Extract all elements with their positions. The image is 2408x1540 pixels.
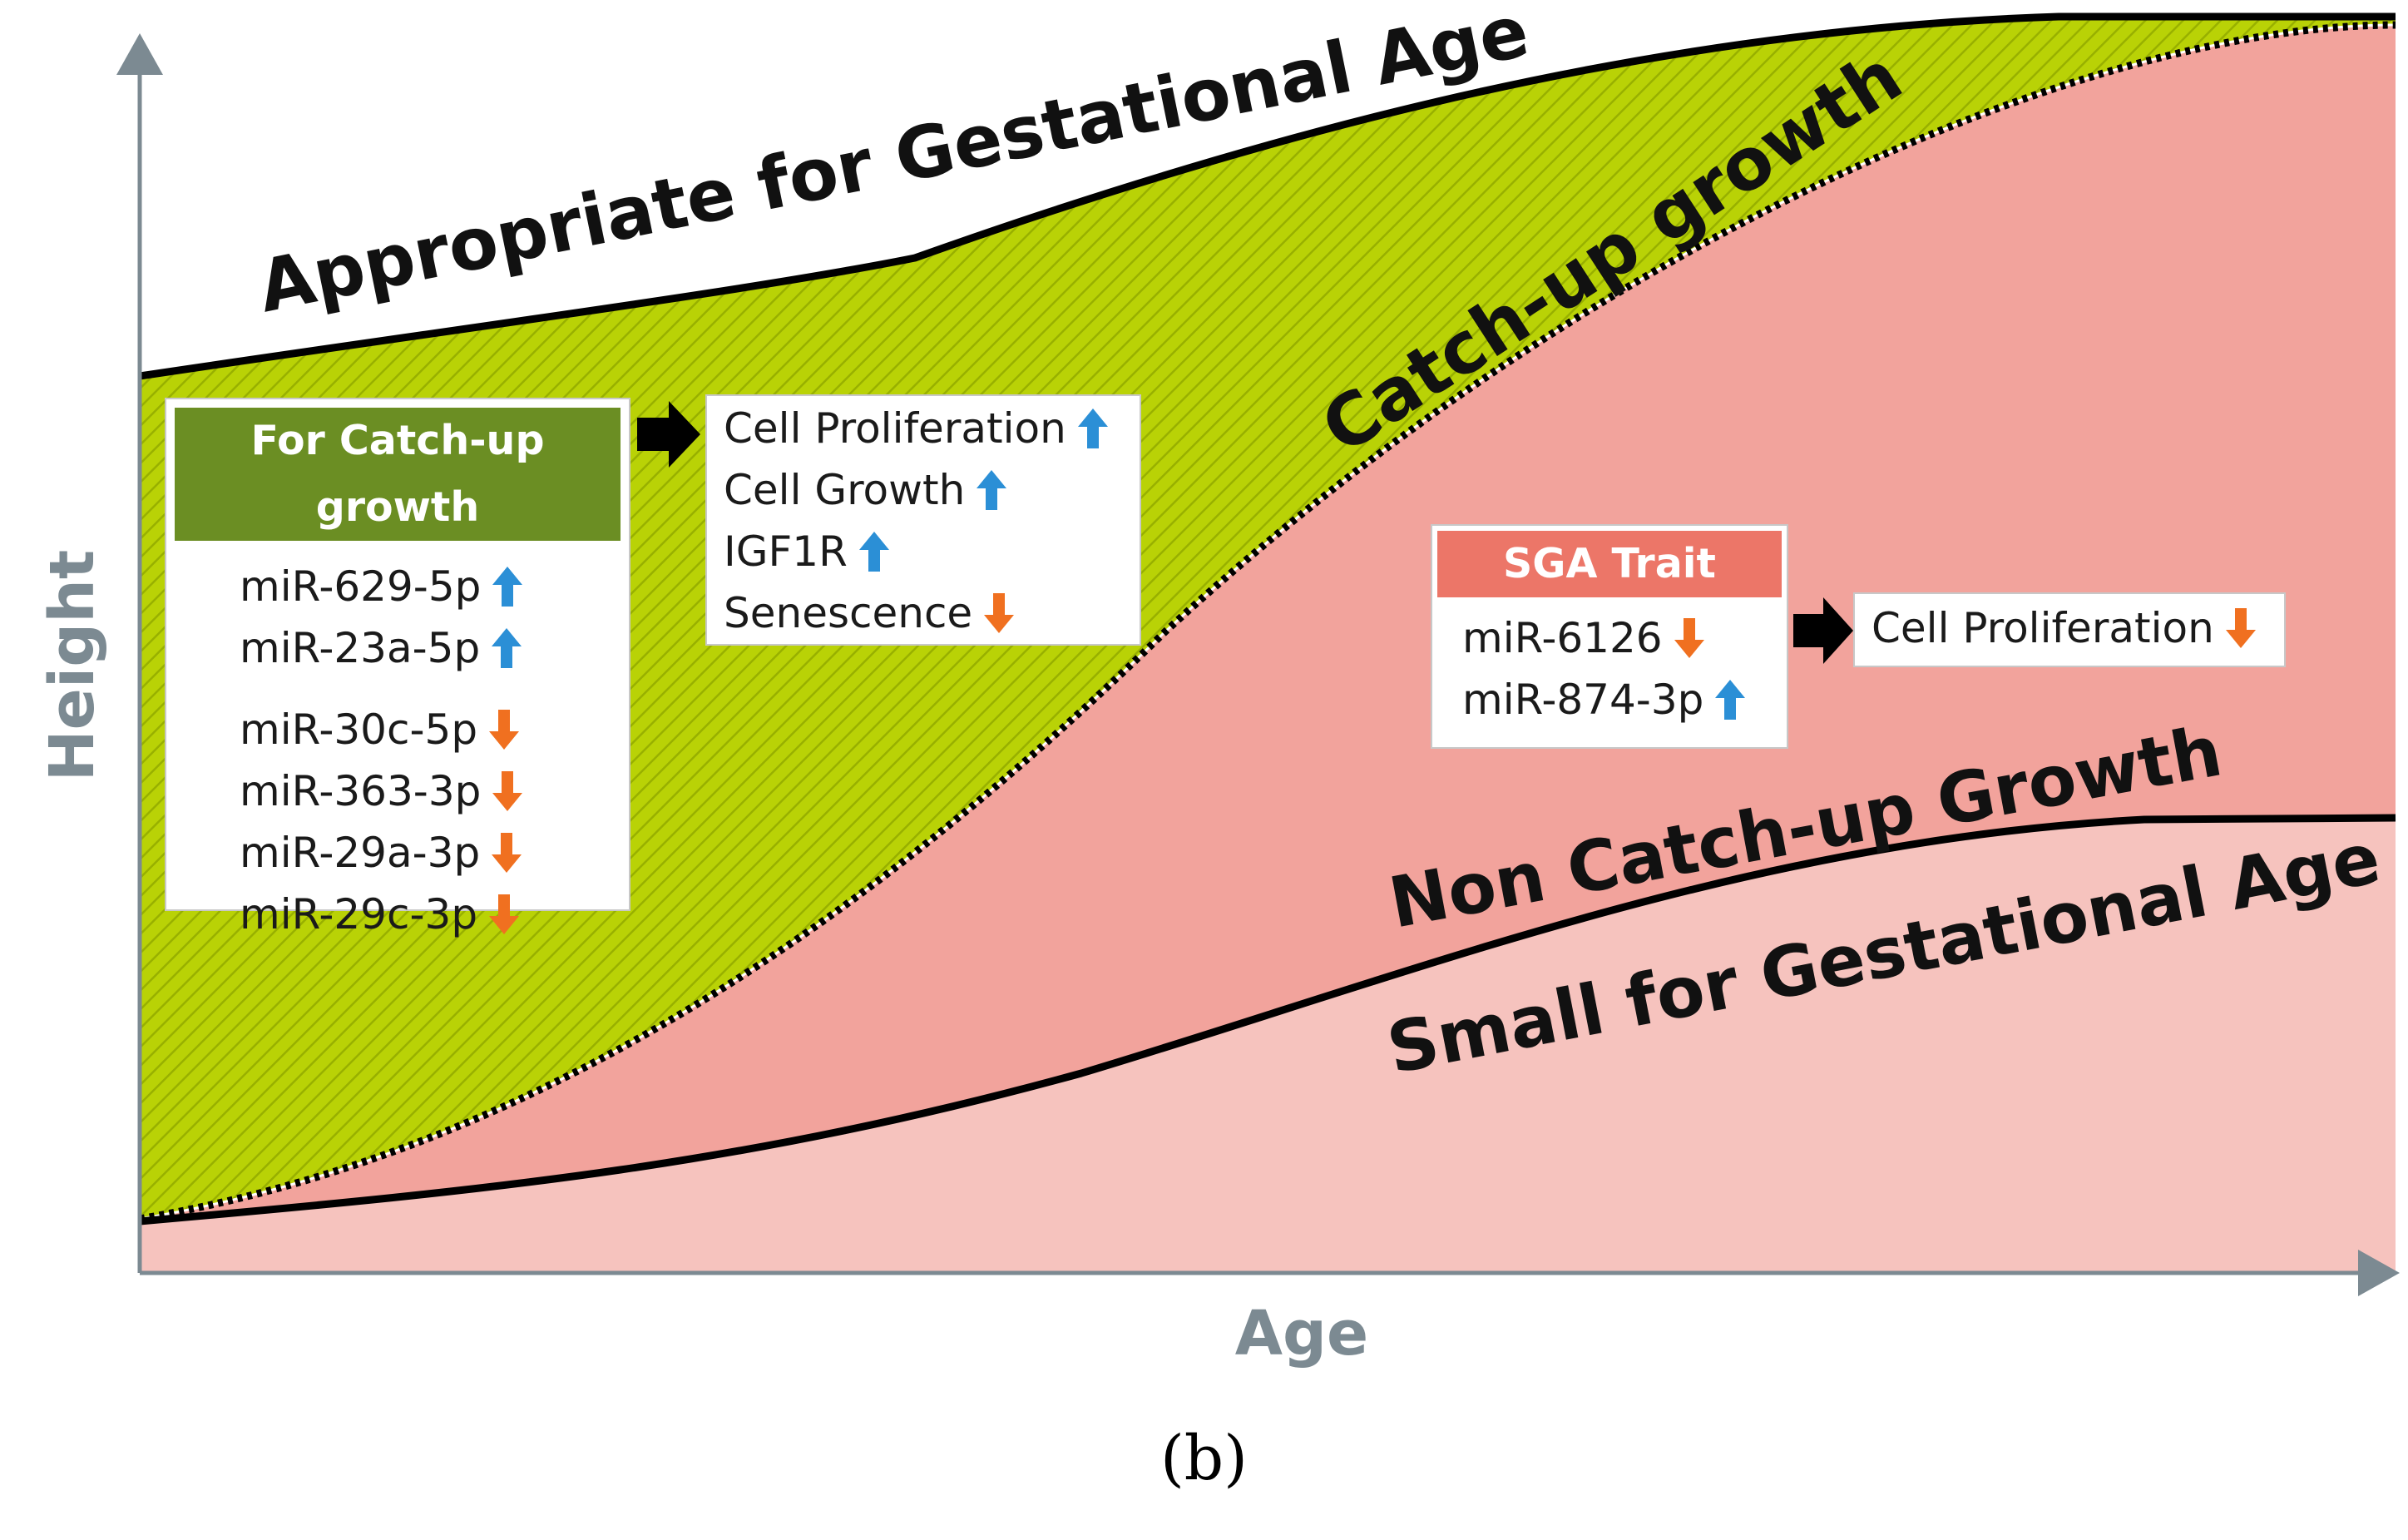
sga-mirna-list: miR-6126 miR-874-3p: [1432, 597, 1787, 730]
list-item: miR-6126: [1462, 607, 1787, 669]
aga-curve: [139, 12, 2396, 380]
sga-curve: [139, 814, 2396, 1226]
item-label: IGF1R: [724, 527, 848, 576]
arrow-down-icon: [1673, 616, 1706, 660]
arrow-up-icon: [490, 626, 523, 670]
catchup-boundary: [139, 21, 2396, 1223]
catchup-box-title: For Catch-up growth: [175, 408, 621, 541]
list-item: Senescence: [724, 582, 1140, 644]
item-label: miR-6126: [1462, 614, 1663, 662]
list-item: Cell Proliferation: [724, 398, 1140, 459]
arrow-down-icon: [982, 592, 1016, 635]
list-item: miR-29c-3p: [240, 884, 629, 945]
catchup-effects-box: Cell Proliferation Cell Growth IGF1R Senesc…: [705, 394, 1141, 646]
item-label: miR-30c-5p: [240, 706, 478, 754]
sga-effect-box: Cell Proliferation: [1853, 592, 2286, 667]
sga-box-title: SGA Trait: [1437, 531, 1782, 597]
figure-caption: (b): [1159, 1423, 1249, 1494]
arrow-down-icon: [487, 708, 521, 751]
catchup-region: [140, 17, 2396, 1219]
arrow-up-icon: [1713, 678, 1747, 721]
list-item: miR-30c-5p: [240, 699, 629, 760]
catchup-mirna-list: miR-629-5p miR-23a-5p miR-30c-5p miR-363-3p…: [166, 541, 629, 945]
sga-effect-list: Cell Proliferation: [1855, 594, 2284, 659]
arrow-down-icon: [491, 770, 524, 813]
list-item: miR-629-5p: [240, 556, 629, 617]
arrow-up-icon: [975, 468, 1008, 512]
arrow-down-icon: [487, 893, 521, 936]
catchup-effects-list: Cell Proliferation Cell Growth IGF1R Senesc…: [707, 396, 1140, 644]
arrow-down-icon: [2224, 607, 2257, 650]
x-axis-label: Age: [1235, 1298, 1368, 1369]
item-label: miR-629-5p: [240, 562, 482, 611]
list-item: miR-23a-5p: [240, 617, 629, 679]
item-label: miR-363-3p: [240, 767, 482, 815]
arrow-up-icon: [1076, 407, 1110, 450]
item-label: Senescence: [724, 589, 973, 637]
catchup-effect-arrow: [637, 401, 700, 468]
catchup-mirna-box: For Catch-up growth miR-629-5p miR-23a-5p…: [165, 398, 630, 938]
item-label: Cell Proliferation: [1872, 604, 2214, 652]
sga-effect-arrow: [1793, 597, 1853, 664]
list-item: miR-874-3p: [1462, 669, 1787, 730]
item-label: miR-874-3p: [1462, 676, 1704, 724]
list-item: miR-363-3p: [240, 760, 629, 822]
item-label: miR-29a-3p: [240, 829, 481, 877]
item-label: miR-23a-5p: [240, 624, 481, 672]
list-item: Cell Proliferation: [1872, 597, 2284, 659]
item-label: miR-29c-3p: [240, 890, 478, 938]
list-item: Cell Growth: [724, 459, 1140, 521]
sga-trait-box: SGA Trait miR-6126 miR-874-3p: [1431, 524, 1788, 749]
non-catchup-region: [140, 25, 2396, 1221]
item-label: Cell Proliferation: [724, 404, 1066, 453]
item-label: Cell Growth: [724, 466, 966, 514]
y-axis-arrowhead: [116, 33, 163, 75]
arrow-down-icon: [490, 831, 523, 874]
x-axis-arrowhead: [2358, 1250, 2400, 1296]
list-item: IGF1R: [724, 521, 1140, 582]
y-axis-label: Height: [37, 550, 108, 782]
arrow-up-icon: [858, 530, 891, 573]
arrow-up-icon: [491, 565, 524, 608]
list-item: miR-29a-3p: [240, 822, 629, 884]
